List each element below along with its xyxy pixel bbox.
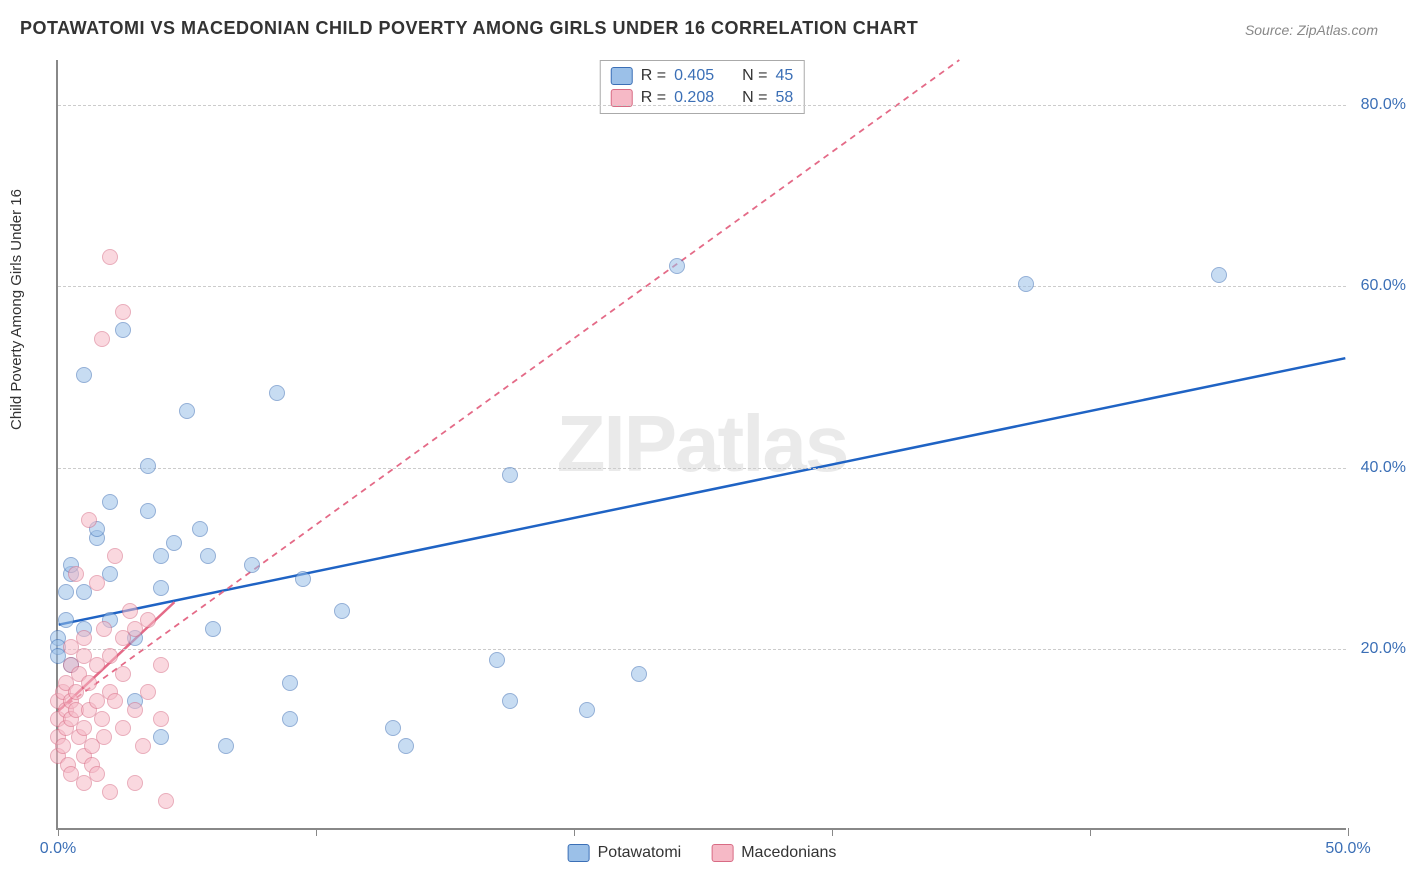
source-label: Source: ZipAtlas.com bbox=[1245, 22, 1378, 38]
ytick-label: 40.0% bbox=[1351, 459, 1406, 477]
data-point bbox=[218, 738, 234, 754]
data-point bbox=[89, 766, 105, 782]
data-point bbox=[115, 666, 131, 682]
data-point bbox=[1211, 267, 1227, 283]
corr-n-label: N = bbox=[742, 67, 767, 85]
gridline-h bbox=[58, 468, 1346, 469]
data-point bbox=[81, 675, 97, 691]
xtick bbox=[58, 828, 59, 836]
data-point bbox=[1018, 276, 1034, 292]
data-point bbox=[334, 603, 350, 619]
data-point bbox=[122, 603, 138, 619]
data-point bbox=[115, 304, 131, 320]
data-point bbox=[269, 385, 285, 401]
swatch-icon bbox=[711, 844, 733, 862]
ytick-label: 60.0% bbox=[1351, 277, 1406, 295]
data-point bbox=[135, 738, 151, 754]
data-point bbox=[282, 711, 298, 727]
data-point bbox=[94, 331, 110, 347]
data-point bbox=[244, 557, 260, 573]
swatch-icon bbox=[568, 844, 590, 862]
data-point bbox=[140, 684, 156, 700]
ytick-label: 80.0% bbox=[1351, 96, 1406, 114]
data-point bbox=[102, 494, 118, 510]
gridline-h bbox=[58, 286, 1346, 287]
corr-r-value: 0.405 bbox=[674, 67, 714, 85]
swatch-icon bbox=[611, 67, 633, 85]
corr-n-value: 45 bbox=[775, 67, 793, 85]
xtick bbox=[1348, 828, 1349, 836]
corr-legend-row: R = 0.405 N = 45 bbox=[611, 65, 794, 87]
xtick bbox=[1090, 828, 1091, 836]
data-point bbox=[89, 575, 105, 591]
data-point bbox=[58, 584, 74, 600]
data-point bbox=[153, 548, 169, 564]
data-point bbox=[295, 571, 311, 587]
data-point bbox=[102, 784, 118, 800]
data-point bbox=[102, 249, 118, 265]
xtick bbox=[316, 828, 317, 836]
data-point bbox=[127, 702, 143, 718]
data-point bbox=[76, 367, 92, 383]
legend-item: Macedonians bbox=[711, 844, 836, 862]
data-point bbox=[107, 693, 123, 709]
xtick bbox=[574, 828, 575, 836]
xtick-label: 50.0% bbox=[1325, 840, 1370, 858]
data-point bbox=[398, 738, 414, 754]
xtick bbox=[832, 828, 833, 836]
data-point bbox=[502, 467, 518, 483]
data-point bbox=[127, 775, 143, 791]
data-point bbox=[282, 675, 298, 691]
data-point bbox=[68, 566, 84, 582]
data-point bbox=[153, 580, 169, 596]
source-name: ZipAtlas.com bbox=[1297, 22, 1378, 38]
corr-r-label: R = bbox=[641, 67, 666, 85]
data-point bbox=[58, 612, 74, 628]
data-point bbox=[140, 458, 156, 474]
data-point bbox=[81, 512, 97, 528]
data-point bbox=[579, 702, 595, 718]
data-point bbox=[153, 657, 169, 673]
data-point bbox=[96, 621, 112, 637]
series-legend: Potawatomi Macedonians bbox=[568, 844, 837, 862]
y-axis-label: Child Poverty Among Girls Under 16 bbox=[8, 189, 25, 430]
source-prefix: Source: bbox=[1245, 22, 1297, 38]
data-point bbox=[200, 548, 216, 564]
trend-lines-svg bbox=[58, 60, 1346, 828]
data-point bbox=[153, 729, 169, 745]
data-point bbox=[76, 720, 92, 736]
data-point bbox=[102, 648, 118, 664]
data-point bbox=[140, 503, 156, 519]
data-point bbox=[55, 738, 71, 754]
data-point bbox=[115, 720, 131, 736]
data-point bbox=[94, 711, 110, 727]
data-point bbox=[489, 652, 505, 668]
trend-line bbox=[59, 358, 1346, 625]
data-point bbox=[192, 521, 208, 537]
legend-label: Macedonians bbox=[741, 844, 836, 862]
gridline-h bbox=[58, 649, 1346, 650]
chart-title: POTAWATOMI VS MACEDONIAN CHILD POVERTY A… bbox=[20, 18, 918, 39]
ytick-label: 20.0% bbox=[1351, 640, 1406, 658]
data-point bbox=[158, 793, 174, 809]
data-point bbox=[631, 666, 647, 682]
data-point bbox=[502, 693, 518, 709]
legend-item: Potawatomi bbox=[568, 844, 682, 862]
data-point bbox=[166, 535, 182, 551]
data-point bbox=[107, 548, 123, 564]
trend-line bbox=[59, 60, 960, 711]
data-point bbox=[669, 258, 685, 274]
legend-label: Potawatomi bbox=[598, 844, 682, 862]
plot-area: ZIPatlas R = 0.405N = 45R = 0.208N = 58 … bbox=[56, 60, 1346, 830]
data-point bbox=[76, 630, 92, 646]
data-point bbox=[96, 729, 112, 745]
data-point bbox=[205, 621, 221, 637]
data-point bbox=[385, 720, 401, 736]
data-point bbox=[140, 612, 156, 628]
xtick-label: 0.0% bbox=[40, 840, 76, 858]
data-point bbox=[115, 322, 131, 338]
data-point bbox=[179, 403, 195, 419]
data-point bbox=[153, 711, 169, 727]
gridline-h bbox=[58, 105, 1346, 106]
